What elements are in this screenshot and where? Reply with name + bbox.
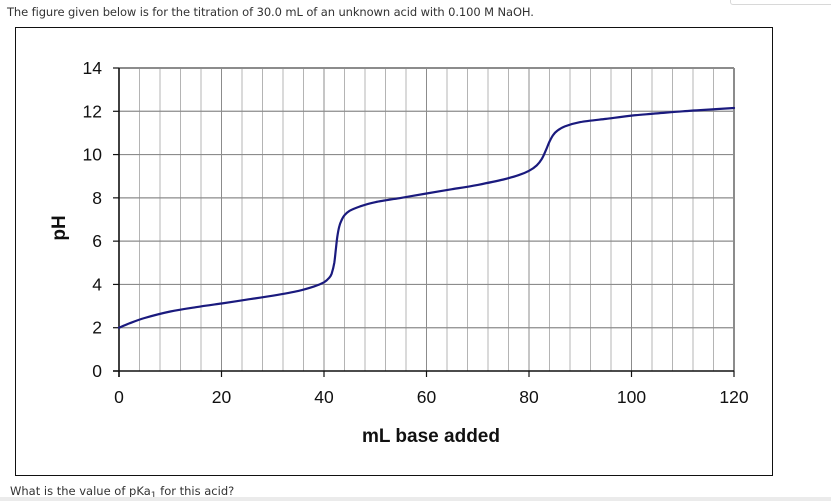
y-tick-label: 12 (83, 101, 102, 121)
question-prefix: What is the value of pKa (10, 484, 151, 498)
x-tick-label: 20 (212, 387, 232, 407)
x-tick-label: 0 (114, 387, 124, 407)
chart-grid (119, 67, 735, 371)
question-suffix: for this acid? (156, 484, 235, 498)
x-axis-title: mL base added (362, 426, 500, 447)
y-tick-label: 4 (92, 274, 102, 294)
y-tick-label: 10 (83, 145, 103, 165)
y-tick-label: 0 (92, 361, 102, 381)
titration-figure-frame (15, 27, 773, 476)
chart-axes (113, 67, 735, 377)
x-tick-label: 100 (617, 387, 646, 407)
top-right-panel-edge (730, 0, 831, 5)
question-subscript: 1 (150, 491, 157, 501)
y-tick-label: 14 (83, 58, 103, 78)
bottom-scroll-bar (0, 497, 831, 501)
problem-intro-text: The figure given below is for the titrat… (7, 5, 534, 19)
y-tick-label: 6 (92, 231, 102, 251)
x-tick-label: 80 (519, 387, 539, 407)
question-text: What is the value of pKa1 for this acid? (10, 484, 234, 501)
x-tick-label: 60 (417, 387, 437, 407)
x-tick-label: 40 (314, 387, 334, 407)
x-axis-tick-labels: 0 20 40 60 80 100 120 (114, 387, 749, 407)
y-tick-label: 2 (92, 318, 102, 338)
y-tick-label: 8 (92, 188, 102, 208)
y-axis-title: pH (49, 215, 70, 240)
x-tick-label: 120 (719, 387, 748, 407)
titration-curve-line (117, 106, 736, 329)
y-axis-tick-labels: 0 2 4 6 8 10 12 14 (83, 58, 103, 381)
